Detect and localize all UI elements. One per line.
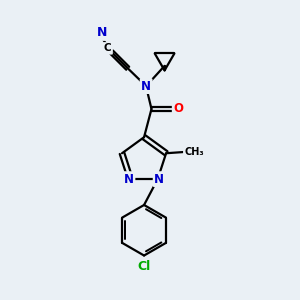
Text: N: N xyxy=(141,80,151,93)
Text: CH₃: CH₃ xyxy=(184,147,204,157)
Text: N: N xyxy=(97,26,108,39)
Text: N: N xyxy=(154,173,164,186)
Text: O: O xyxy=(173,103,183,116)
Text: Cl: Cl xyxy=(137,260,151,273)
Text: C: C xyxy=(104,44,112,53)
Text: N: N xyxy=(124,173,134,186)
